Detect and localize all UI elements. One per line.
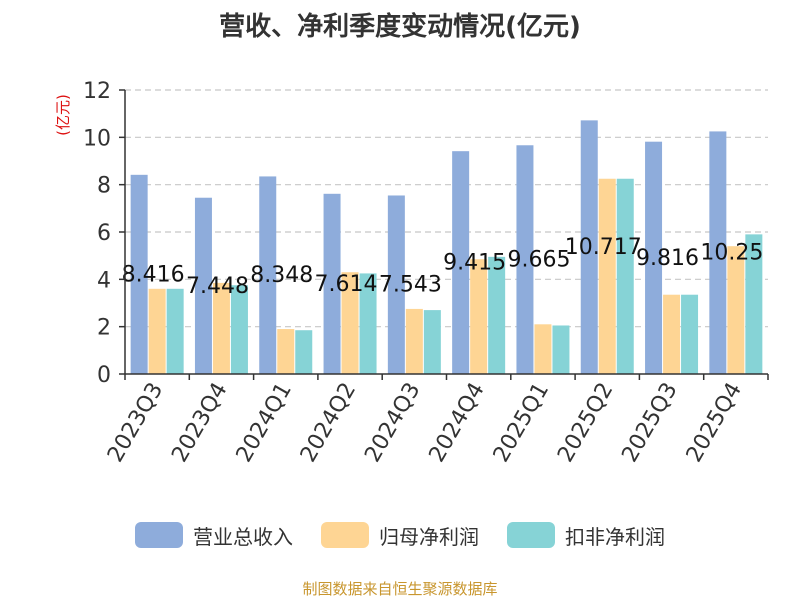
legend-label: 归母净利润 bbox=[379, 524, 479, 549]
x-tick-label: 2025Q2 bbox=[553, 379, 618, 467]
bar bbox=[598, 178, 616, 374]
data-label: 9.816 bbox=[636, 246, 699, 271]
data-label: 7.614 bbox=[315, 272, 378, 297]
bar bbox=[277, 329, 295, 374]
x-tick-label: 2024Q2 bbox=[296, 379, 361, 467]
x-tick-label: 2024Q1 bbox=[232, 379, 297, 467]
bar bbox=[405, 308, 423, 374]
bar bbox=[470, 259, 488, 374]
y-tick-label: 0 bbox=[97, 363, 111, 388]
y-tick-label: 2 bbox=[97, 316, 111, 341]
bar bbox=[259, 176, 277, 374]
data-label: 9.415 bbox=[443, 251, 506, 276]
bar bbox=[452, 151, 470, 374]
data-label: 7.543 bbox=[379, 273, 442, 298]
legend-swatch bbox=[321, 522, 369, 548]
x-tick-label: 2025Q4 bbox=[682, 379, 747, 467]
bar bbox=[709, 131, 727, 374]
bar bbox=[323, 193, 341, 374]
bar bbox=[295, 330, 313, 374]
source-note: 制图数据来自恒生聚源数据库 bbox=[302, 580, 498, 598]
x-tick-label: 2023Q4 bbox=[167, 379, 232, 467]
x-tick-label: 2023Q3 bbox=[103, 379, 168, 467]
bar bbox=[516, 145, 534, 374]
bar bbox=[194, 197, 212, 374]
data-label: 7.448 bbox=[186, 274, 249, 299]
x-tick-label: 2025Q1 bbox=[489, 379, 554, 467]
bar bbox=[212, 282, 230, 374]
bar bbox=[166, 288, 184, 374]
legend-item[interactable]: 归母净利润 bbox=[321, 521, 479, 550]
bar bbox=[552, 325, 570, 374]
legend-label: 扣非净利润 bbox=[565, 524, 665, 549]
bar bbox=[488, 256, 506, 374]
bar bbox=[745, 234, 763, 374]
y-tick-label: 10 bbox=[83, 126, 111, 151]
bar bbox=[727, 246, 745, 374]
data-label: 10.25 bbox=[700, 241, 763, 266]
x-tick-label: 2024Q3 bbox=[360, 379, 425, 467]
chart-title: 营收、净利季度变动情况(亿元) bbox=[219, 12, 581, 42]
y-tick-label: 8 bbox=[97, 174, 111, 199]
legend-swatch bbox=[135, 522, 183, 548]
bar bbox=[616, 178, 634, 374]
bar bbox=[423, 310, 441, 374]
y-tick-label: 6 bbox=[97, 221, 111, 246]
data-label: 8.348 bbox=[250, 263, 313, 288]
y-axis-label: (亿元) bbox=[54, 94, 72, 136]
bar bbox=[341, 272, 359, 374]
legend-item[interactable]: 营业总收入 bbox=[135, 521, 293, 550]
legend-swatch bbox=[507, 522, 555, 548]
legend-item[interactable]: 扣非净利润 bbox=[507, 521, 665, 550]
bar bbox=[387, 195, 405, 374]
bar bbox=[534, 324, 552, 374]
bar bbox=[359, 273, 377, 374]
bar bbox=[148, 288, 166, 374]
bar bbox=[130, 174, 148, 374]
y-tick-label: 4 bbox=[97, 268, 111, 293]
bar bbox=[681, 294, 699, 374]
bar bbox=[580, 120, 598, 374]
x-tick-label: 2024Q4 bbox=[425, 379, 490, 467]
data-label: 10.717 bbox=[565, 235, 642, 260]
data-label: 8.416 bbox=[122, 262, 185, 287]
legend-label: 营业总收入 bbox=[193, 524, 293, 549]
x-tick-label: 2025Q3 bbox=[617, 379, 682, 467]
legend: 营业总收入 归母净利润 扣非净利润 bbox=[0, 520, 800, 550]
data-label: 9.665 bbox=[507, 248, 570, 273]
y-tick-label: 12 bbox=[83, 79, 111, 104]
bar bbox=[645, 141, 663, 374]
bar bbox=[663, 294, 681, 374]
bar bbox=[230, 285, 248, 374]
bars bbox=[130, 120, 763, 374]
